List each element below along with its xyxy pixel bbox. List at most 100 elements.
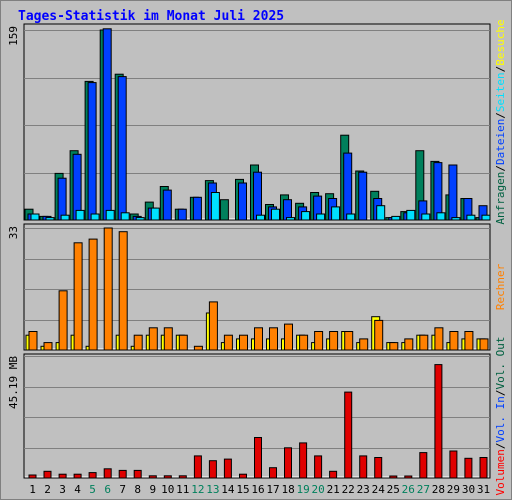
bar-volumen-day-6	[103, 468, 112, 479]
legend-3: Volumen/Vol. In/Vol. Out	[494, 337, 507, 496]
bar-rechner-day-2	[43, 342, 53, 351]
legend-entry: /	[494, 442, 507, 449]
bar-dateien-day-29	[448, 164, 458, 221]
bar-seiten-day-25	[391, 215, 401, 221]
bar-volumen-day-25	[389, 475, 398, 479]
chart-panel-3: 45.19 MB	[7, 353, 491, 479]
bar-rechner-day-4	[73, 242, 83, 351]
legend-1: Anfragen/Dateien/Seiten/Besuche	[494, 19, 507, 224]
bar-volumen-day-11	[178, 475, 187, 479]
bar-dateien-day-18	[283, 199, 292, 221]
bar-seiten-day-27	[421, 213, 431, 221]
chart-title: Tages-Statistik im Monat Juli 2025	[18, 9, 284, 24]
bar-seiten-day-31	[481, 214, 491, 221]
day-label: 7	[119, 483, 126, 496]
bar-rechner-day-15	[239, 334, 248, 351]
bar-seiten-day-29	[451, 217, 461, 221]
bar-seiten-day-28	[436, 212, 446, 221]
bar-seiten-day-16	[256, 214, 265, 221]
day-label: 3	[59, 483, 66, 496]
bar-seiten-day-6	[105, 209, 115, 221]
legend-entry: Rechner	[494, 263, 507, 310]
bar-volumen-day-7	[118, 469, 127, 479]
day-label: 31	[477, 483, 490, 496]
bar-dateien-day-28	[433, 162, 443, 221]
bar-volumen-day-3	[58, 473, 67, 479]
day-label: 28	[432, 483, 445, 496]
bar-dateien-day-16	[253, 171, 262, 221]
bar-rechner-day-18	[284, 323, 293, 351]
day-label: 5	[89, 483, 96, 496]
legend-entry: Anfragen	[494, 172, 507, 225]
chart-panel-1: 159	[7, 23, 491, 221]
bar-rechner-day-20	[314, 331, 324, 351]
bar-rechner-day-29	[449, 331, 459, 351]
bar-volumen-day-27	[419, 452, 428, 479]
bar-seiten-day-22	[346, 213, 356, 221]
legend-entry: /	[494, 165, 507, 172]
day-label: 4	[74, 483, 81, 496]
bar-dateien-day-12	[192, 196, 202, 221]
bar-volumen-day-31	[479, 457, 488, 479]
max-value-label: 159	[7, 26, 20, 46]
bar-anfragen-day-14	[219, 199, 229, 221]
day-label: 17	[266, 483, 279, 496]
bar-volumen-day-20	[314, 455, 323, 479]
day-label: 10	[161, 483, 174, 496]
legend-2: Rechner	[494, 263, 507, 310]
bar-volumen-day-18	[284, 447, 292, 479]
bar-rechner-day-17	[269, 327, 278, 351]
bar-volumen-day-21	[329, 470, 338, 479]
legend-entry: /	[494, 390, 507, 397]
bar-seiten-day-1	[30, 213, 40, 221]
bar-dateien-day-15	[238, 182, 247, 221]
bar-volumen-day-8	[133, 469, 142, 479]
bar-rechner-day-8	[133, 334, 143, 351]
day-label: 16	[251, 483, 264, 496]
bar-rechner-day-14	[223, 334, 233, 351]
day-label: 8	[134, 483, 141, 496]
day-label: 14	[221, 483, 235, 496]
max-value-label: 45.19 MB	[7, 356, 20, 409]
bar-seiten-day-7	[120, 212, 130, 221]
bar-seiten-day-5	[90, 213, 100, 221]
bar-rechner-day-3	[58, 290, 68, 351]
bar-volumen-day-30	[464, 457, 473, 479]
bar-seiten-day-17	[271, 208, 280, 221]
bar-rechner-day-16	[254, 327, 263, 351]
bar-volumen-day-26	[404, 475, 413, 479]
day-label: 24	[372, 483, 386, 496]
bar-rechner-day-19	[299, 334, 309, 351]
bar-volumen-day-29	[449, 450, 458, 479]
day-label: 29	[447, 483, 460, 496]
legend-entry: /	[494, 66, 507, 73]
bar-volumen-day-2	[43, 470, 52, 479]
bar-rechner-day-31	[479, 338, 489, 351]
day-label: 22	[342, 483, 355, 496]
bar-volumen-day-15	[239, 473, 247, 479]
bar-rechner-day-28	[434, 327, 444, 351]
bar-rechner-day-23	[359, 338, 369, 351]
day-label: 30	[462, 483, 475, 496]
bar-volumen-day-4	[73, 473, 82, 479]
bar-volumen-day-14	[223, 458, 232, 479]
bar-volumen-day-10	[163, 475, 172, 479]
bar-dateien-day-11	[177, 208, 187, 221]
bar-seiten-day-4	[75, 209, 85, 221]
bar-dateien-day-5	[87, 82, 97, 221]
day-label: 12	[191, 483, 204, 496]
bar-rechner-day-24	[374, 319, 384, 351]
legend-entry: Besuche	[494, 19, 507, 65]
bar-rechner-day-7	[118, 231, 128, 351]
bar-seiten-day-19	[301, 211, 311, 221]
bar-volumen-day-23	[359, 455, 368, 479]
bar-seiten-day-20	[316, 213, 326, 221]
bar-dateien-day-10	[162, 189, 172, 221]
bar-rechner-day-9	[148, 327, 158, 351]
bar-rechner-day-1	[28, 331, 38, 351]
bar-volumen-day-13	[208, 460, 217, 479]
bar-volumen-day-1	[28, 474, 37, 479]
bar-volumen-day-12	[193, 455, 202, 479]
bar-dateien-day-6	[102, 28, 112, 221]
